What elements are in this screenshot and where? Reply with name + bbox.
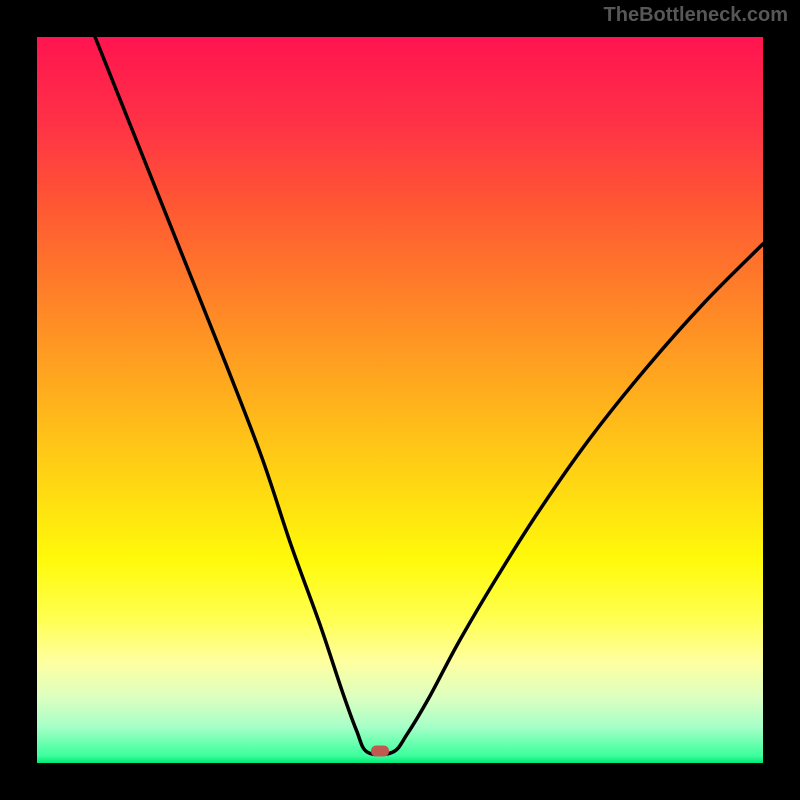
current-point-marker xyxy=(371,745,389,756)
plot-area xyxy=(37,37,763,763)
watermark-text: TheBottleneck.com xyxy=(604,4,788,27)
chart-container: TheBottleneck.com xyxy=(0,0,800,800)
heat-gradient-background xyxy=(37,37,763,763)
